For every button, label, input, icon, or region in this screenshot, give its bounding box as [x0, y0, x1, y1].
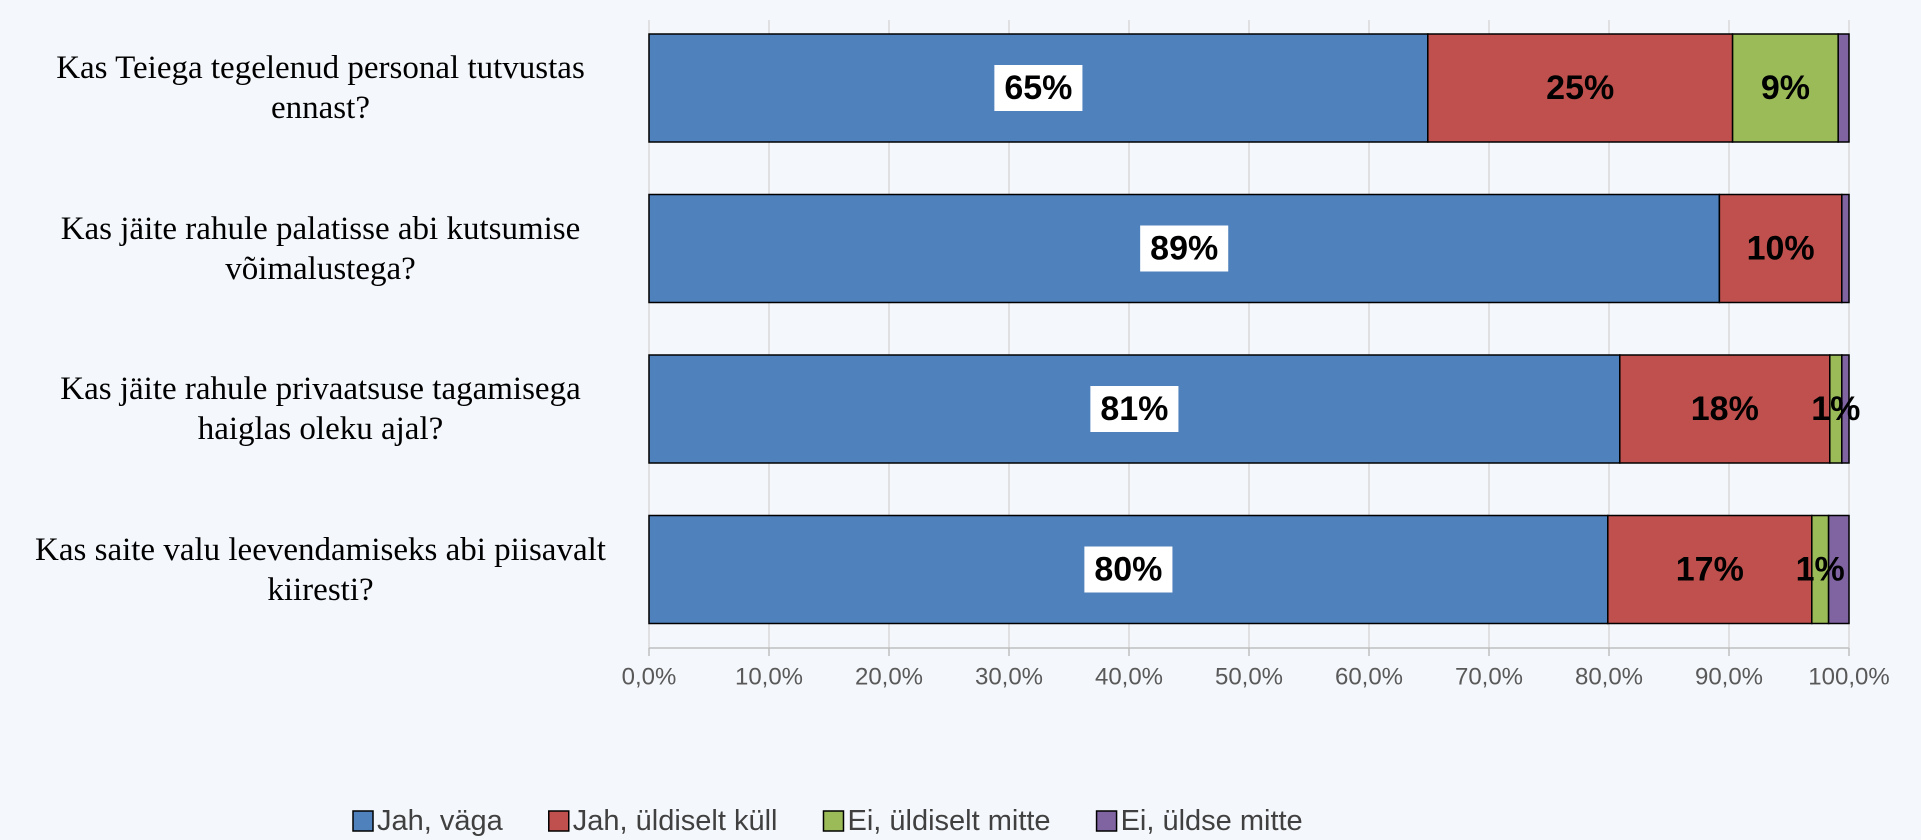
data-label-box — [1140, 225, 1229, 272]
bar-segment — [648, 514, 1609, 625]
x-tick-label: 70,0% — [1455, 663, 1523, 690]
bar-segment — [1718, 193, 1843, 304]
x-tick-label: 100,0% — [1808, 663, 1889, 690]
x-tick-label: 60,0% — [1335, 663, 1403, 690]
data-label: 1% — [1811, 390, 1860, 428]
legend-label: Jah, üldiselt küll — [573, 805, 778, 837]
legend-swatch — [352, 810, 374, 832]
legend-swatch — [1095, 810, 1118, 832]
data-label: 80% — [1094, 551, 1162, 589]
category-label: Kas jäite rahule privaatsuse tagamisega … — [60, 371, 581, 447]
x-tick-label: 90,0% — [1695, 663, 1763, 690]
data-label: 65% — [1004, 69, 1072, 107]
bar-segment — [1837, 33, 1850, 143]
data-label-box — [1084, 546, 1173, 593]
bar-segment — [1841, 193, 1850, 304]
legend-swatch — [822, 810, 845, 832]
data-label: 9% — [1761, 69, 1810, 107]
category-label: Kas Teiega tegelenud personal tutvustas … — [56, 50, 585, 126]
legend-swatch — [548, 810, 570, 832]
category-label: Kas saite valu leevendamiseks abi piisav… — [35, 531, 606, 608]
bar-segment — [1427, 33, 1734, 143]
x-tick-label: 40,0% — [1095, 663, 1163, 690]
x-tick-label: 10,0% — [735, 663, 803, 690]
legend-label: Ei, üldiselt mitte — [847, 805, 1050, 837]
data-label: 81% — [1100, 390, 1168, 428]
data-label: 18% — [1691, 390, 1759, 428]
bar-segment — [1607, 514, 1813, 625]
x-tick-label: 80,0% — [1575, 663, 1643, 690]
x-tick-label: 0,0% — [622, 663, 677, 690]
x-tick-label: 30,0% — [975, 663, 1043, 690]
bar-segment — [1841, 354, 1850, 464]
data-label: 89% — [1150, 230, 1218, 268]
bar-segment — [1619, 354, 1831, 464]
data-label: 10% — [1747, 230, 1815, 268]
category-label: Kas jäite rahule palatisse abi kutsumise… — [60, 210, 581, 287]
x-tick-label: 20,0% — [855, 663, 923, 690]
data-label-box — [994, 65, 1083, 111]
legend-label: Jah, väga — [377, 805, 504, 837]
bar-segment — [1827, 514, 1850, 625]
data-label: 17% — [1676, 551, 1744, 589]
data-label-box — [1090, 386, 1179, 432]
x-tick-label: 50,0% — [1215, 663, 1283, 690]
legend-label: Ei, üldse mitte — [1121, 805, 1303, 837]
data-label: 1% — [1796, 551, 1845, 589]
data-label: 25% — [1546, 69, 1614, 107]
